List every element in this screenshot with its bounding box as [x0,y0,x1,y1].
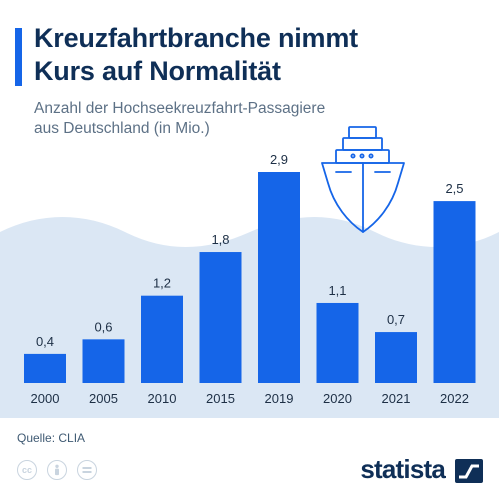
category-label-2015: 2015 [206,391,235,406]
no-derivatives-icon [77,460,97,480]
value-label-2005: 0,6 [94,319,112,334]
statista-logo-text: statista [360,454,445,484]
bar-2005 [82,339,125,383]
category-label-2020: 2020 [323,391,352,406]
subtitle-line-2: aus Deutschland (in Mio.) [34,120,210,137]
bar-2021 [375,332,417,383]
value-label-2022: 2,5 [445,181,463,196]
statista-logo-icon [455,459,483,483]
bar-2019 [258,172,300,383]
value-label-2000: 0,4 [36,334,54,349]
category-label-2022: 2022 [440,391,469,406]
category-label-2010: 2010 [148,391,177,406]
category-label-2005: 2005 [89,391,118,406]
bar-2020 [316,302,359,383]
value-label-2010: 1,2 [153,276,171,291]
sea-wave-background [0,217,499,418]
bar-2000 [24,353,66,383]
subtitle-line-1: Anzahl der Hochseekreuzfahrt-Passagiere [34,100,326,117]
cruise-ship-icon [321,126,405,233]
title-accent-bar [15,28,22,86]
source-note: Quelle: CLIA [17,431,86,445]
value-label-2015: 1,8 [211,232,229,247]
category-label-2021: 2021 [382,391,411,406]
value-label-2021: 0,7 [387,312,405,327]
category-label-2019: 2019 [265,391,294,406]
value-label-2020: 1,1 [328,283,346,298]
title-line-1: Kreuzfahrtbranche nimmt [34,23,358,53]
title-line-2: Kurs auf Normalität [34,56,281,86]
chart-title: Kreuzfahrtbranche nimmt Kurs auf Normali… [34,22,484,88]
cc-icon: cc [17,460,37,480]
bar-2022 [433,201,476,383]
value-label-2019: 2,9 [270,152,288,167]
chart-subtitle: Anzahl der Hochseekreuzfahrt-Passagiere … [34,99,364,139]
attribution-icon [47,460,67,480]
bar-2010 [141,295,183,383]
category-label-2000: 2000 [31,391,60,406]
bar-2015 [199,252,242,383]
